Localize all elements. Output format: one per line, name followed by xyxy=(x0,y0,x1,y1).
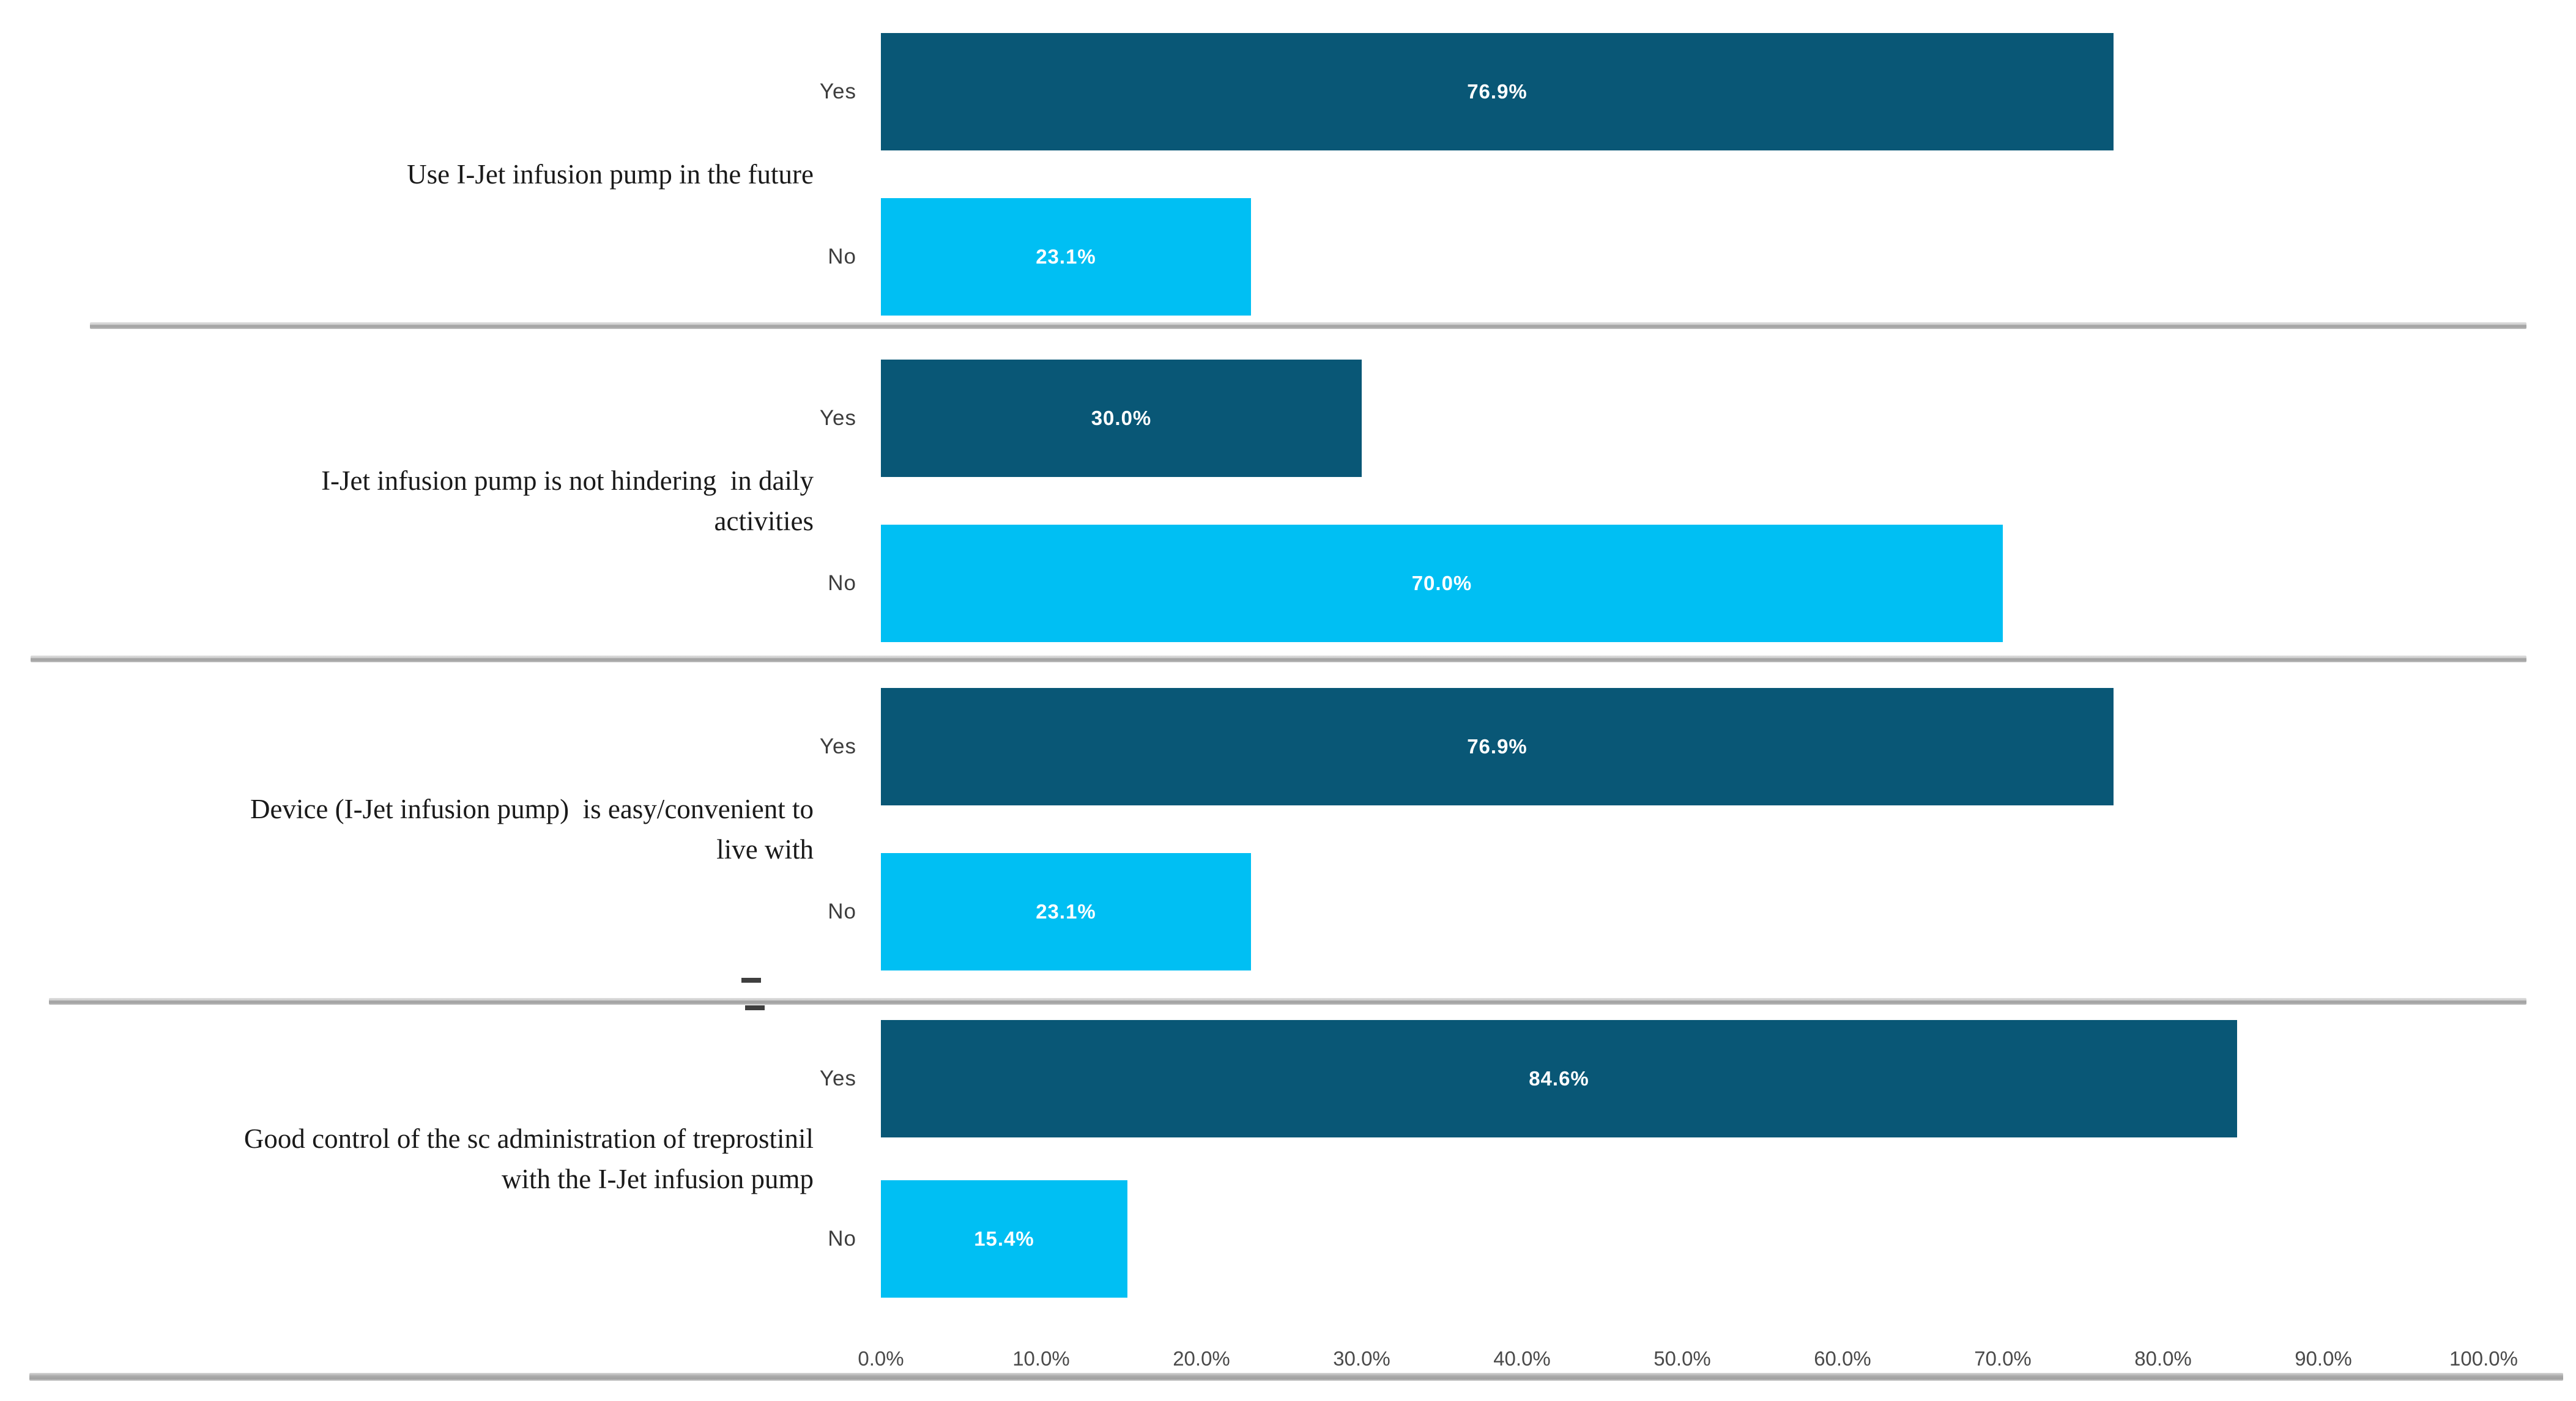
category-axis-tick-lower xyxy=(745,1005,765,1010)
x-tick-40: 40.0% xyxy=(1493,1347,1551,1370)
bar-g2-no: 70.0% xyxy=(881,525,2003,642)
x-tick-80: 80.0% xyxy=(2134,1347,2192,1370)
category-label-good-control: Good control of the sc administration of… xyxy=(243,1123,814,1194)
x-tick-20: 20.0% xyxy=(1173,1347,1230,1370)
category-label-easy-to-live-with: Device (I-Jet infusion pump) is easy/con… xyxy=(250,794,814,865)
answer-label-g3-no: No xyxy=(828,900,856,923)
bar-g4-no: 15.4% xyxy=(881,1180,1127,1298)
bar-value-g4-yes: 84.6% xyxy=(1529,1067,1589,1090)
bar-g1-no: 23.1% xyxy=(881,198,1251,316)
category-label-use-in-future: Use I-Jet infusion pump in the future xyxy=(407,159,814,190)
x-axis-line xyxy=(29,1373,2563,1381)
group-separator-3 xyxy=(49,998,2526,1005)
answer-label-g4-yes: Yes xyxy=(819,1066,856,1090)
bar-g3-yes: 76.9% xyxy=(881,688,2114,805)
bar-g4-yes: 84.6% xyxy=(881,1020,2237,1137)
bar-value-g4-no: 15.4% xyxy=(974,1227,1034,1250)
x-tick-0: 0.0% xyxy=(858,1347,904,1370)
answer-label-g1-yes: Yes xyxy=(819,79,856,103)
x-tick-30: 30.0% xyxy=(1333,1347,1390,1370)
x-tick-60: 60.0% xyxy=(1814,1347,1871,1370)
answer-label-g4-no: No xyxy=(828,1227,856,1251)
bar-value-g3-no: 23.1% xyxy=(1036,900,1096,923)
answer-label-g2-no: No xyxy=(828,571,856,595)
bar-g1-yes: 76.9% xyxy=(881,33,2114,150)
category-axis-tick-upper xyxy=(741,978,761,983)
group-separator-1 xyxy=(90,322,2526,329)
answer-label-g1-no: No xyxy=(828,245,856,268)
bar-value-g3-yes: 76.9% xyxy=(1467,735,1527,758)
group-separator-2 xyxy=(31,656,2526,662)
x-tick-90: 90.0% xyxy=(2295,1347,2352,1370)
answer-label-g3-yes: Yes xyxy=(819,734,856,758)
x-tick-50: 50.0% xyxy=(1654,1347,1711,1370)
x-tick-100: 100.0% xyxy=(2449,1347,2518,1370)
bar-value-g1-yes: 76.9% xyxy=(1467,80,1527,103)
bar-value-g2-no: 70.0% xyxy=(1411,572,1472,594)
bar-value-g2-yes: 30.0% xyxy=(1091,407,1152,429)
bar-g3-no: 23.1% xyxy=(881,853,1251,970)
bar-value-g1-no: 23.1% xyxy=(1036,245,1096,268)
bar-g2-yes: 30.0% xyxy=(881,360,1362,477)
x-tick-70: 70.0% xyxy=(1974,1347,2032,1370)
category-label-not-hindering: I-Jet infusion pump is not hindering in … xyxy=(321,465,814,536)
x-tick-10: 10.0% xyxy=(1012,1347,1070,1370)
answer-label-g2-yes: Yes xyxy=(819,406,856,430)
